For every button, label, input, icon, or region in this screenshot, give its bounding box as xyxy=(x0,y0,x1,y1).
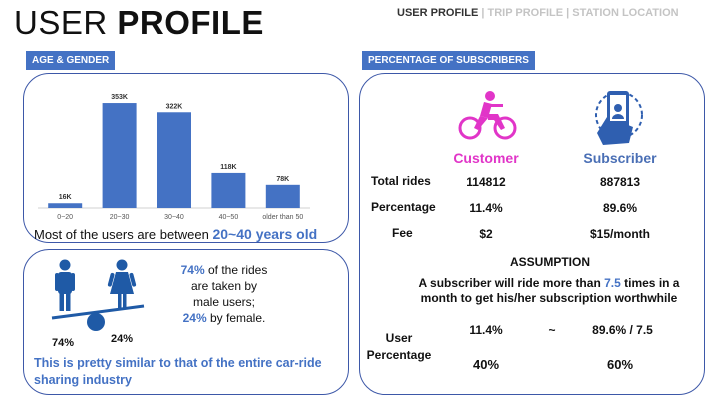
nav-user-profile[interactable]: USER PROFILE xyxy=(397,7,479,19)
male-percentage: 74% xyxy=(52,337,75,349)
user-percentage-label: User Percentage xyxy=(366,331,432,362)
tick-label-1: 20~30 xyxy=(110,214,130,221)
data-label-0: 16K xyxy=(59,194,72,201)
bicycle-icon xyxy=(458,91,517,140)
approx-separator: ~ xyxy=(548,323,556,337)
age-caption-highlight: 20~40 years old xyxy=(212,226,318,242)
data-label-1: 353K xyxy=(111,94,128,101)
subscriber-total-rides: 887813 xyxy=(599,175,641,189)
customer-user-pct: 40% xyxy=(472,357,500,372)
male-icon xyxy=(55,259,75,311)
gender-seesaw-illustration xyxy=(51,259,145,331)
page-title: USER PROFILE xyxy=(14,4,264,41)
customer-fee: $2 xyxy=(479,227,493,241)
assumption-text: A subscriber will ride more than 7.5 tim… xyxy=(418,276,680,305)
phone-hand-icon xyxy=(595,91,643,145)
age-caption: Most of the users are between 20~40 year… xyxy=(34,226,318,242)
customer-total-rides: 114812 xyxy=(466,175,506,189)
bar-4 xyxy=(265,184,300,208)
data-label-3: 118K xyxy=(220,164,236,171)
assumption-title: ASSUMPTION xyxy=(509,255,590,269)
gender-panel xyxy=(23,249,349,395)
female-icon xyxy=(107,259,137,308)
seesaw-beam xyxy=(51,304,145,320)
row-percentage-label: Percentage xyxy=(371,200,436,214)
subscriber-fee: $15/month xyxy=(589,227,650,241)
customer-user-pct-raw: 11.4% xyxy=(469,323,503,337)
top-nav: USER PROFILE | TRIP PROFILE | STATION LO… xyxy=(397,7,679,19)
subscriber-label: Subscriber xyxy=(583,150,657,166)
data-label-4: 78K xyxy=(276,176,289,183)
tick-label-4: older than 50 xyxy=(262,214,303,221)
customer-label: Customer xyxy=(453,150,519,166)
bar-3 xyxy=(211,172,246,208)
tick-label-3: 40~50 xyxy=(219,214,239,221)
nav-other-tabs[interactable]: | TRIP PROFILE | STATION LOCATION xyxy=(478,7,679,19)
age-gender-label: AGE & GENDER xyxy=(26,51,116,70)
customer-percentage: 11.4% xyxy=(469,201,503,215)
gender-description: 74% of the rides are taken by male users… xyxy=(180,263,268,325)
subscribers-label: PERCENTAGE OF SUBSCRIBERS xyxy=(362,51,535,70)
row-total-rides-label: Total rides xyxy=(371,174,431,188)
subscribers-panel xyxy=(359,73,705,395)
tick-label-2: 30~40 xyxy=(164,214,184,221)
subscriber-percentage: 89.6% xyxy=(602,201,638,215)
industry-summary: This is pretty similar to that of the en… xyxy=(34,356,322,387)
subscriber-user-pct-raw: 89.6% / 7.5 xyxy=(592,323,653,337)
seesaw-fulcrum xyxy=(87,313,105,331)
row-fee-label: Fee xyxy=(392,226,413,240)
female-percentage: 24% xyxy=(111,333,134,345)
subscriber-user-pct: 60% xyxy=(606,357,634,372)
data-label-2: 322K xyxy=(166,103,183,110)
age-bar-chart: 16K 0~20 353K 20~30 322K 30~40 118K 40~50 78K old… xyxy=(38,94,310,221)
bar-1 xyxy=(102,103,137,208)
tick-label-0: 0~20 xyxy=(57,214,73,221)
bar-0 xyxy=(48,203,83,208)
bar-2 xyxy=(157,112,191,208)
